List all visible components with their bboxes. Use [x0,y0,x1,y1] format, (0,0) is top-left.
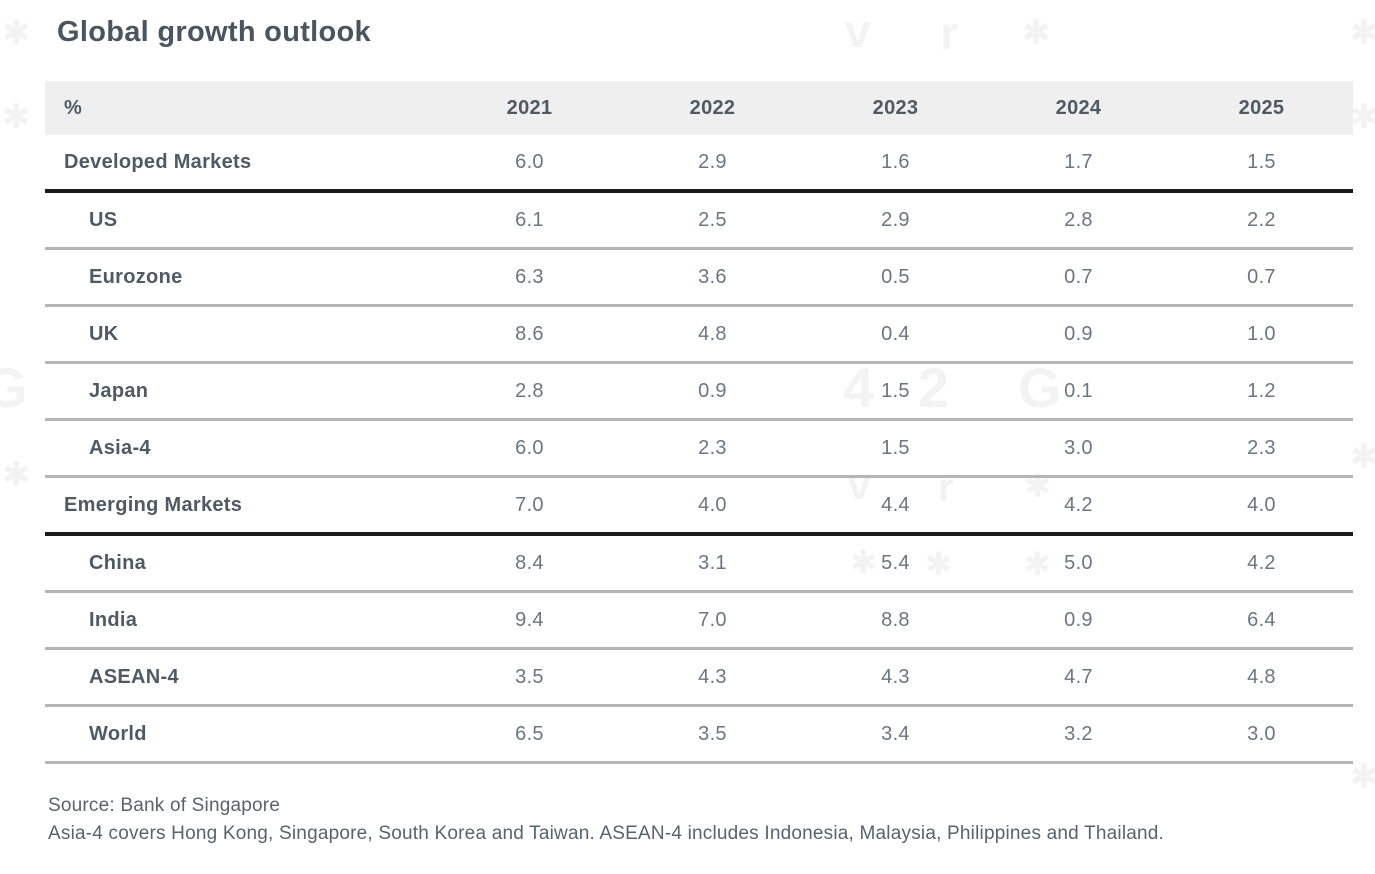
row-label: Eurozone [45,248,438,307]
value-cell: 1.6 [804,135,987,193]
value-cell: 2.8 [438,362,621,421]
value-cell: 7.0 [438,476,621,536]
value-cell: 4.2 [1170,534,1353,593]
table-row: China 8.4 3.1 5.4 5.0 4.2 [45,534,1353,593]
table-row: Japan 2.8 0.9 1.5 0.1 1.2 [45,362,1353,421]
table-header: % 2021 2022 2023 2024 2025 [45,81,1353,135]
value-cell: 3.0 [987,419,1170,478]
table-row: ASEAN-4 3.5 4.3 4.3 4.7 4.8 [45,648,1353,707]
year-header: 2024 [987,81,1170,135]
row-label: UK [45,305,438,364]
value-cell: 3.2 [987,705,1170,764]
value-cell: 0.7 [1170,248,1353,307]
row-label: China [45,534,438,593]
value-cell: 2.5 [621,191,804,250]
year-header: 2022 [621,81,804,135]
year-header: 2021 [438,81,621,135]
value-cell: 2.9 [804,191,987,250]
value-cell: 5.0 [987,534,1170,593]
value-cell: 0.1 [987,362,1170,421]
page-title: Global growth outlook [57,16,371,48]
row-label: ASEAN-4 [45,648,438,707]
definitions-note: Asia-4 covers Hong Kong, Singapore, Sout… [48,823,1165,844]
table-row: Eurozone 6.3 3.6 0.5 0.7 0.7 [45,248,1353,307]
source-note: Source: Bank of Singapore [48,795,281,816]
table-row: Developed Markets 6.0 2.9 1.6 1.7 1.5 [45,135,1353,193]
value-cell: 4.7 [987,648,1170,707]
value-cell: 6.5 [438,705,621,764]
value-cell: 4.0 [621,476,804,536]
value-cell: 3.5 [438,648,621,707]
value-cell: 1.5 [804,362,987,421]
value-cell: 4.4 [804,476,987,536]
value-cell: 1.5 [804,419,987,478]
value-cell: 0.9 [987,591,1170,650]
value-cell: 6.0 [438,419,621,478]
value-cell: 1.2 [1170,362,1353,421]
value-cell: 3.0 [1170,705,1353,764]
value-cell: 4.3 [804,648,987,707]
table-body: Developed Markets 6.0 2.9 1.6 1.7 1.5 US 6.1 2.5… [45,135,1353,764]
value-cell: 8.4 [438,534,621,593]
table-row: India 9.4 7.0 8.8 0.9 6.4 [45,591,1353,650]
value-cell: 4.8 [1170,648,1353,707]
value-cell: 8.6 [438,305,621,364]
value-cell: 3.5 [621,705,804,764]
value-cell: 2.3 [1170,419,1353,478]
value-cell: 1.0 [1170,305,1353,364]
value-cell: 0.9 [987,305,1170,364]
table-row: World 6.5 3.5 3.4 3.2 3.0 [45,705,1353,764]
value-cell: 2.9 [621,135,804,193]
value-cell: 0.4 [804,305,987,364]
row-label: Japan [45,362,438,421]
value-cell: 3.4 [804,705,987,764]
value-cell: 0.5 [804,248,987,307]
value-cell: 6.3 [438,248,621,307]
value-cell: 1.5 [1170,135,1353,193]
header-row: % 2021 2022 2023 2024 2025 [45,81,1353,135]
unit-header: % [45,81,438,135]
year-header: 2025 [1170,81,1353,135]
value-cell: 1.7 [987,135,1170,193]
value-cell: 7.0 [621,591,804,650]
watermark-glyph: ✱ [1350,438,1375,476]
row-label: World [45,705,438,764]
table-row: Emerging Markets 7.0 4.0 4.4 4.2 4.0 [45,476,1353,536]
value-cell: 4.3 [621,648,804,707]
value-cell: 4.0 [1170,476,1353,536]
table-row: Asia-4 6.0 2.3 1.5 3.0 2.3 [45,419,1353,478]
value-cell: 2.3 [621,419,804,478]
value-cell: 6.4 [1170,591,1353,650]
value-cell: 0.7 [987,248,1170,307]
table-row: US 6.1 2.5 2.9 2.8 2.2 [45,191,1353,250]
watermark-glyph: ✱ [1350,98,1375,136]
value-cell: 2.8 [987,191,1170,250]
growth-outlook-table: % 2021 2022 2023 2024 2025 Developed Markets 6… [45,81,1353,764]
value-cell: 4.8 [621,305,804,364]
row-label: US [45,191,438,250]
year-header: 2023 [804,81,987,135]
footnotes: Source: Bank of Singapore Asia-4 covers … [48,792,1310,848]
row-label: Emerging Markets [45,476,438,536]
value-cell: 0.9 [621,362,804,421]
row-label: India [45,591,438,650]
table-row: UK 8.6 4.8 0.4 0.9 1.0 [45,305,1353,364]
watermark-glyph: ✱ [1350,758,1375,796]
value-cell: 5.4 [804,534,987,593]
row-label: Asia-4 [45,419,438,478]
watermark-glyph: ✱ [2,98,31,136]
value-cell: 2.2 [1170,191,1353,250]
value-cell: 6.1 [438,191,621,250]
value-cell: 3.1 [621,534,804,593]
value-cell: 6.0 [438,135,621,193]
value-cell: 4.2 [987,476,1170,536]
value-cell: 8.8 [804,591,987,650]
row-label: Developed Markets [45,135,438,193]
value-cell: 3.6 [621,248,804,307]
value-cell: 9.4 [438,591,621,650]
watermark-glyph: ✱ [2,456,31,494]
watermark-glyph: G [0,356,28,419]
